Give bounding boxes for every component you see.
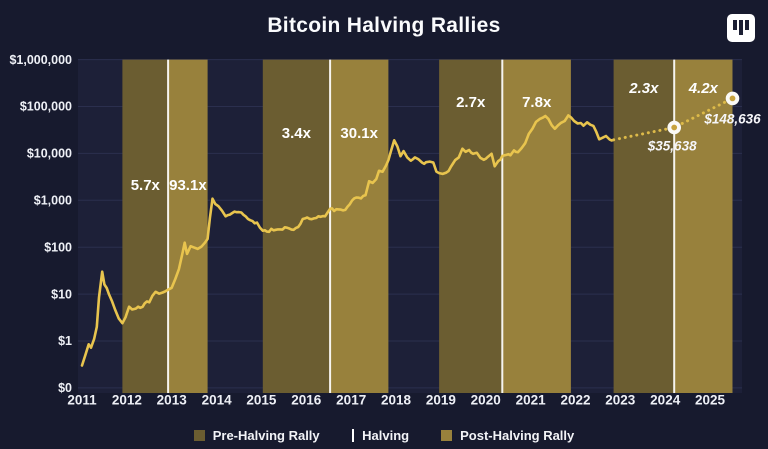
three-bars-logo-icon [727, 14, 755, 42]
post-halving-band [168, 59, 208, 393]
legend-label-halving: Halving [362, 428, 410, 443]
projection-value-label: $35,638 [647, 139, 697, 154]
btc-price-line [80, 114, 615, 367]
projection-marker-center [729, 95, 736, 102]
x-axis-label: 2021 [516, 393, 547, 408]
x-axis-label: 2015 [246, 393, 277, 408]
pre-rally-multiplier: 5.7x [131, 177, 161, 194]
post-rally-multiplier: 30.1x [340, 125, 378, 142]
logo-bar-middle [739, 20, 743, 35]
projection-value-label: $148,636 [703, 111, 761, 126]
x-axis-label: 2023 [605, 393, 636, 408]
x-axis-label: 2025 [695, 393, 726, 408]
logo-bar-left [733, 20, 737, 30]
halving-line-swatch [351, 429, 355, 442]
x-axis-label: 2022 [560, 393, 590, 408]
post-rally-multiplier: 4.2x [688, 80, 719, 97]
pre-halving-band [262, 59, 331, 393]
pre-halving-band [122, 59, 169, 393]
projection-dotted-line [612, 96, 734, 142]
y-axis-label: $0 [58, 381, 72, 395]
legend-item-pre-halving: Pre-Halving Rally [193, 428, 320, 443]
legend-item-halving: Halving [351, 428, 410, 443]
post-rally-multiplier: 7.8x [522, 94, 552, 111]
post-rally-multiplier: 93.1x [169, 177, 207, 194]
chart-title: Bitcoin Halving Rallies [267, 14, 501, 37]
pre-halving-swatch [193, 430, 205, 441]
pre-rally-multiplier: 2.3x [628, 80, 659, 97]
x-axis-label: 2020 [471, 393, 501, 408]
pre-rally-multiplier: 2.7x [456, 94, 486, 111]
x-axis-label: 2019 [426, 393, 456, 408]
x-axis-label: 2014 [202, 393, 233, 408]
x-axis-label: 2013 [157, 393, 188, 408]
pre-halving-band [439, 59, 503, 393]
y-axis-label: $100,000 [20, 100, 72, 114]
post-halving-band [502, 59, 571, 393]
logo-bar-right [745, 20, 749, 30]
y-axis-label: $1,000,000 [9, 53, 72, 67]
legend-label-pre-halving: Pre-Halving Rally [212, 428, 320, 443]
y-axis-label: $1,000 [34, 194, 72, 208]
y-axis-label: $100 [44, 240, 72, 254]
pre-rally-multiplier: 3.4x [282, 125, 312, 142]
legend-item-post-halving: Post-Halving Rally [441, 428, 574, 443]
post-halving-band [330, 59, 389, 393]
x-axis-label: 2017 [336, 393, 366, 408]
chart-legend: Pre-Halving Rally Halving Post-Halving R… [0, 428, 768, 443]
y-axis-label: $10,000 [27, 147, 72, 161]
projection-marker-center [671, 124, 678, 131]
x-axis-label: 2024 [650, 393, 681, 408]
post-halving-swatch [441, 430, 453, 441]
post-halving-band [674, 59, 733, 393]
legend-label-post-halving: Post-Halving Rally [460, 428, 575, 443]
pre-halving-band [613, 59, 675, 393]
x-axis-label: 2012 [112, 393, 142, 408]
x-axis-label: 2018 [381, 393, 412, 408]
x-axis-label: 2016 [291, 393, 322, 408]
y-axis-label: $1 [58, 334, 72, 348]
x-axis-label: 2011 [67, 393, 97, 408]
y-axis-label: $10 [51, 287, 72, 301]
